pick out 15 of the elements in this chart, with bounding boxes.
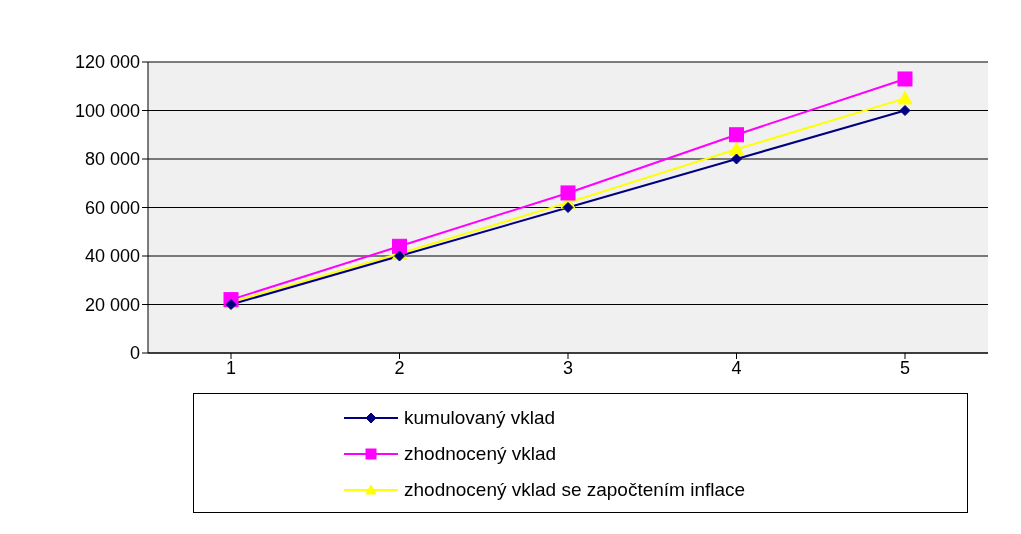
x-tick-label: 3 [562, 357, 574, 378]
y-tick-label: 100 000 [74, 100, 140, 121]
legend-label: zhodnocený vklad se započtením inflace [404, 479, 746, 501]
y-tick-label: 0 [129, 343, 140, 364]
x-tick-label: 5 [899, 357, 911, 378]
y-tick-label: 80 000 [84, 149, 140, 170]
legend-label: zhodnocený vklad [404, 443, 557, 465]
y-tick-label: 120 000 [74, 52, 140, 73]
y-tick-label: 20 000 [84, 294, 140, 315]
x-tick-label: 2 [394, 357, 405, 378]
y-tick-label: 40 000 [84, 246, 140, 267]
y-tick-label: 60 000 [84, 197, 140, 218]
legend-label: kumulovaný vklad [404, 407, 556, 429]
x-tick-label: 1 [225, 357, 237, 378]
x-tick-label: 4 [731, 357, 742, 378]
